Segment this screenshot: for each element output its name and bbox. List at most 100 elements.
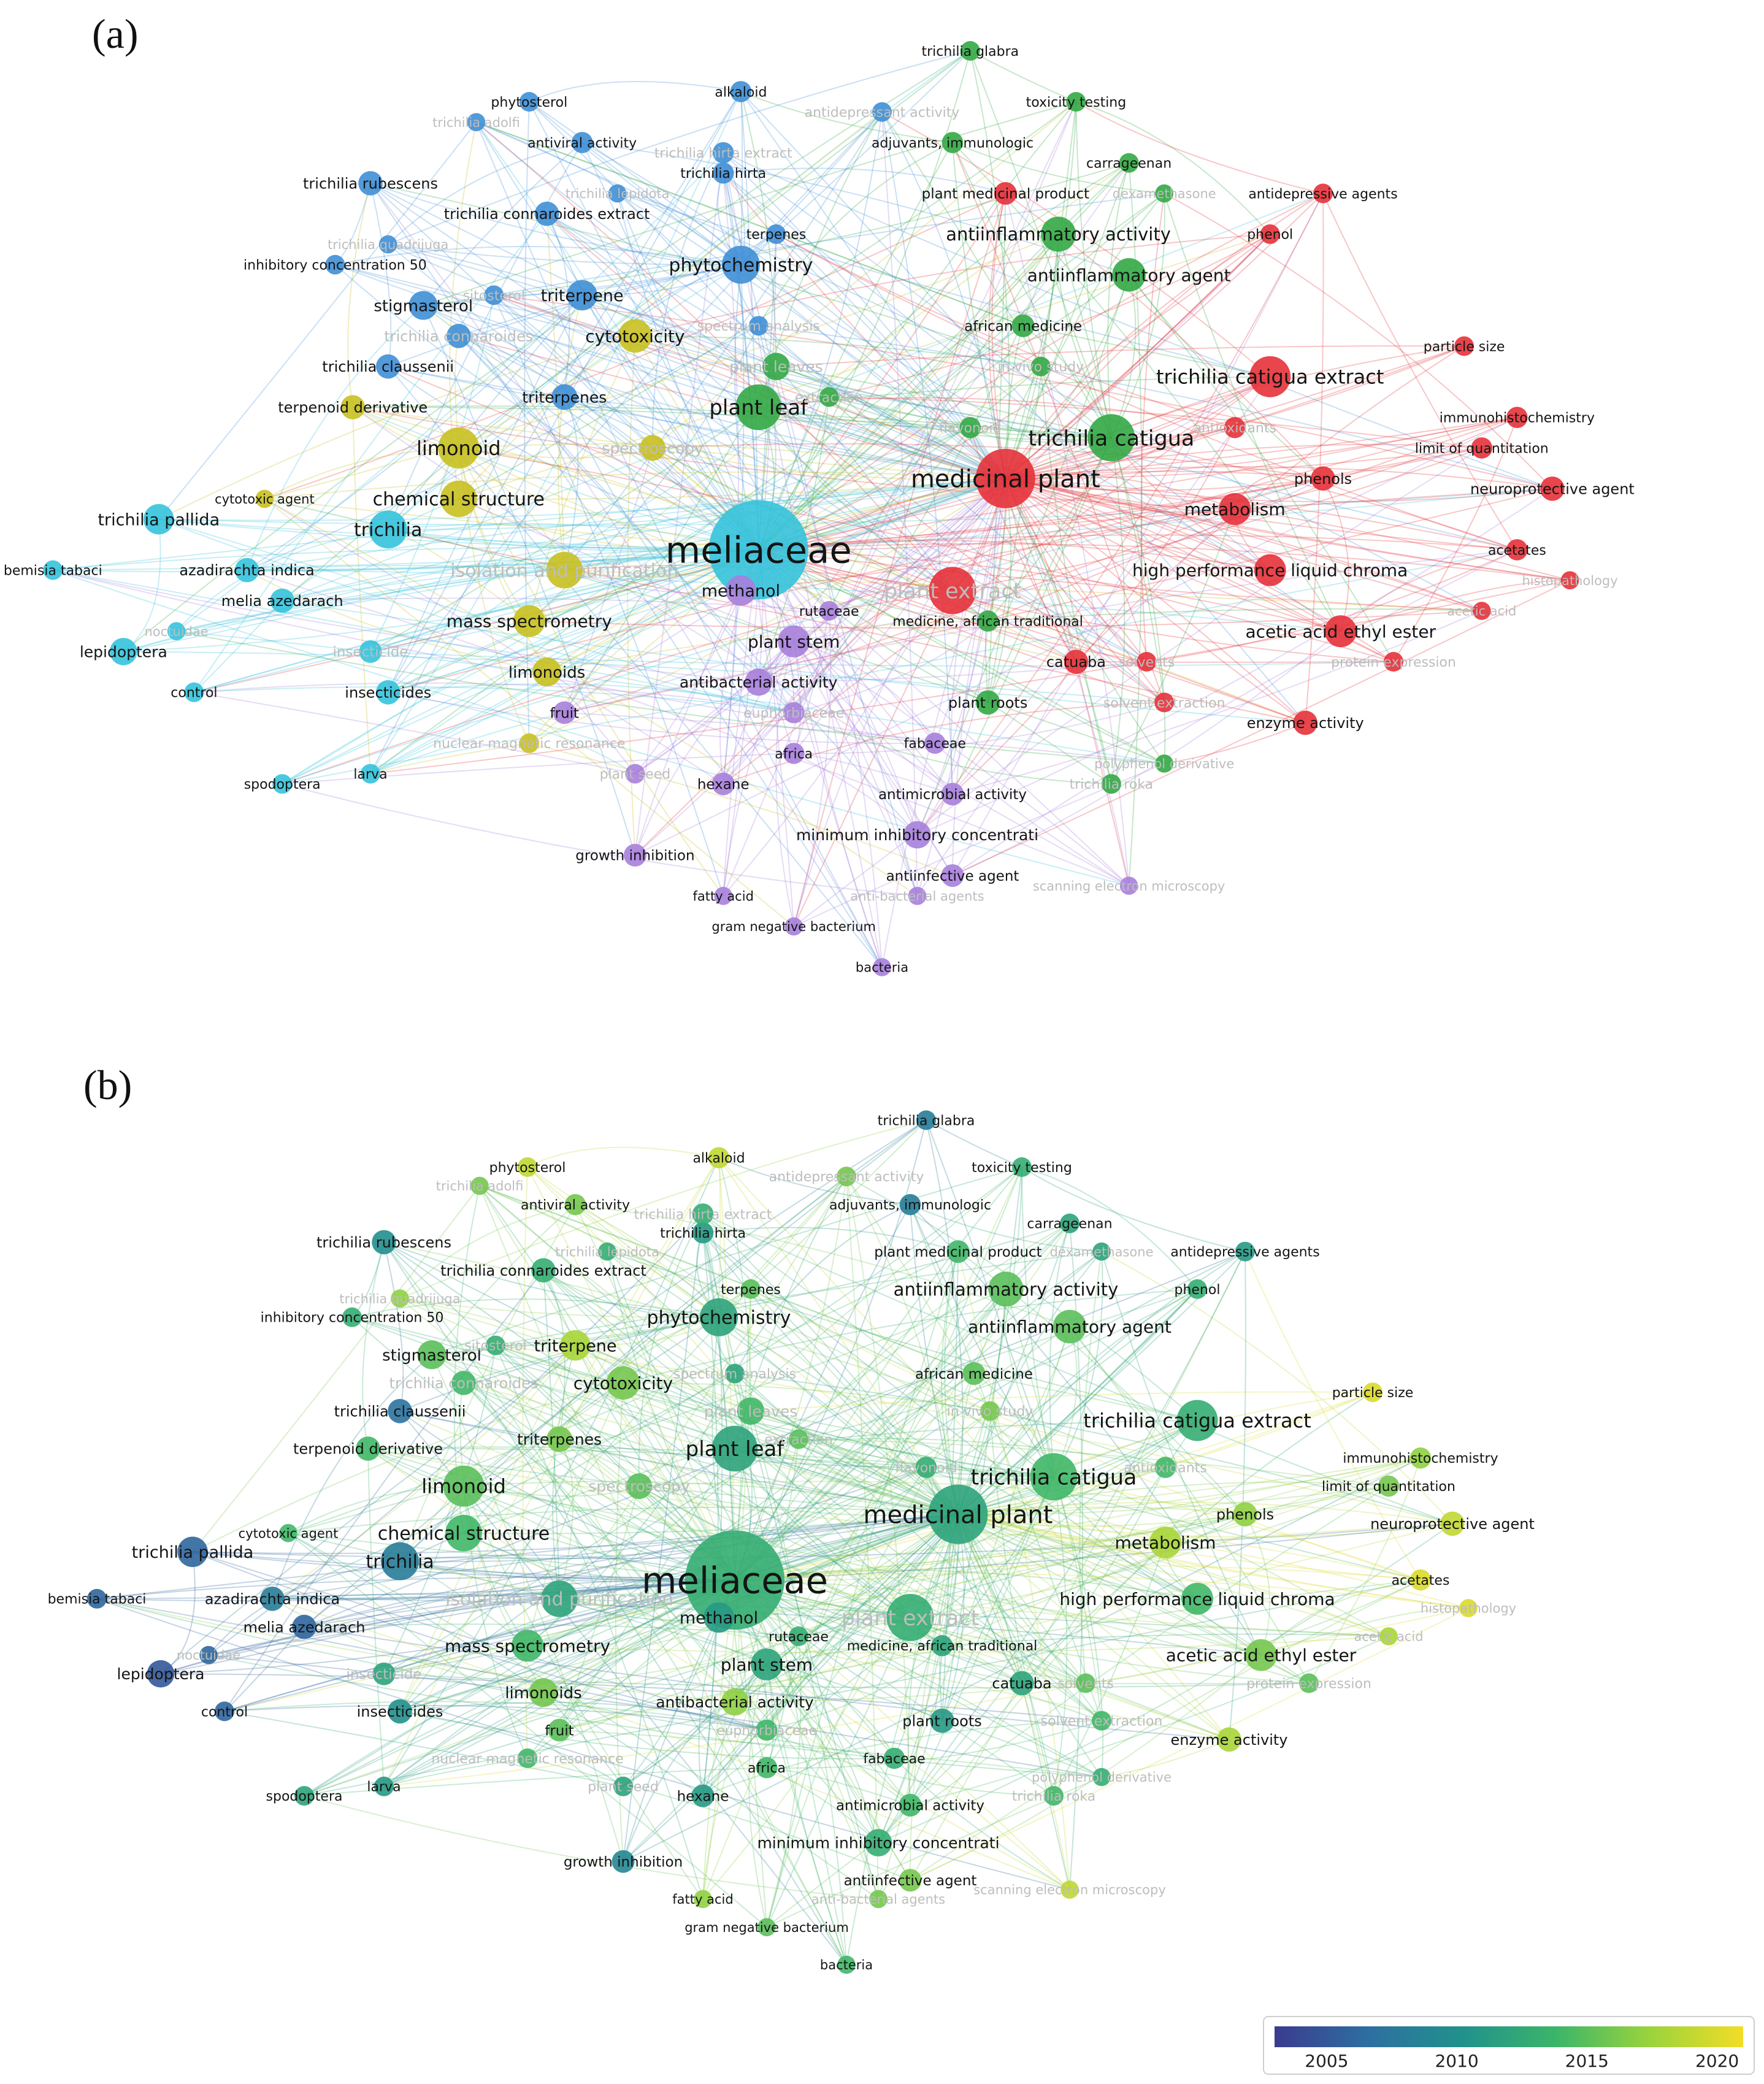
term-label: trichilia catigua extract bbox=[1156, 366, 1384, 389]
term-label: particle size bbox=[1332, 1385, 1414, 1401]
node-limonoid bbox=[443, 1465, 485, 1507]
node-spectroscopy bbox=[640, 435, 666, 461]
link bbox=[431, 1354, 1086, 1684]
link bbox=[463, 1514, 959, 1534]
term-label: hexane bbox=[677, 1788, 729, 1804]
link bbox=[793, 234, 1059, 713]
link bbox=[941, 1514, 965, 1722]
term-label: solvent extraction bbox=[1103, 695, 1225, 711]
link bbox=[757, 50, 971, 550]
node-antiviral-activity bbox=[571, 132, 593, 153]
node-plant-medicinal-product bbox=[994, 182, 1017, 205]
link bbox=[399, 1514, 959, 1563]
link bbox=[757, 193, 1007, 551]
link bbox=[952, 142, 1165, 194]
link bbox=[272, 1373, 735, 1599]
link bbox=[934, 478, 1007, 744]
link bbox=[1005, 233, 1271, 479]
node-acetates bbox=[1409, 1569, 1432, 1591]
link bbox=[192, 1551, 735, 1581]
link bbox=[776, 345, 1465, 367]
link bbox=[399, 1289, 751, 1712]
link bbox=[335, 264, 1517, 551]
link bbox=[367, 1448, 1166, 1543]
link bbox=[798, 1438, 1054, 1481]
node-trichilia-catigua bbox=[1030, 1453, 1078, 1501]
link bbox=[758, 549, 1394, 662]
node-minimum-inhibitory-concentrati bbox=[864, 1829, 892, 1856]
link bbox=[910, 1204, 1262, 1656]
node-histopathology bbox=[1459, 1599, 1478, 1617]
link bbox=[987, 437, 1112, 703]
node-nuclear-magnetic-resonance bbox=[518, 1748, 537, 1768]
link bbox=[564, 488, 1553, 713]
link bbox=[652, 447, 1006, 480]
link bbox=[775, 50, 971, 235]
link bbox=[758, 345, 1465, 551]
node-metabolism bbox=[1149, 1527, 1181, 1558]
node-solvents bbox=[1137, 652, 1157, 672]
link bbox=[957, 1514, 1086, 1684]
link bbox=[1005, 478, 1517, 551]
link bbox=[543, 1270, 1102, 1722]
term-label: bacteria bbox=[856, 960, 908, 975]
link bbox=[272, 1579, 735, 1599]
link bbox=[734, 1579, 1086, 1684]
link bbox=[370, 549, 759, 775]
link bbox=[1021, 1392, 1373, 1684]
link bbox=[957, 1251, 1246, 1515]
node-growth-inhibition bbox=[623, 843, 646, 867]
link bbox=[798, 1485, 1389, 1637]
link bbox=[634, 234, 1271, 775]
link bbox=[776, 366, 1006, 480]
link bbox=[493, 295, 724, 897]
link bbox=[616, 193, 1148, 662]
link bbox=[479, 1185, 975, 1374]
link bbox=[766, 1767, 911, 1806]
link bbox=[282, 478, 1006, 785]
link bbox=[957, 1223, 1070, 1515]
panel-a-links bbox=[52, 50, 1571, 968]
link bbox=[793, 193, 1007, 927]
node-antiviral-activity bbox=[564, 1193, 586, 1216]
node-acetic-acid bbox=[1379, 1627, 1398, 1645]
link bbox=[748, 1664, 767, 1928]
link bbox=[431, 1354, 735, 1580]
link bbox=[288, 1506, 959, 1534]
link bbox=[370, 183, 883, 968]
link bbox=[638, 1167, 1022, 1487]
node-antidepressant-activity bbox=[872, 102, 892, 122]
term-label: antiinflammatory activity bbox=[946, 224, 1171, 245]
term-label: melia azedarach bbox=[244, 1619, 366, 1636]
link bbox=[793, 640, 1130, 886]
term-label: trichilia hirta bbox=[660, 1226, 746, 1241]
node-antidepressive-agents bbox=[1313, 183, 1333, 204]
term-label: anti-bacterial agents bbox=[850, 889, 984, 903]
link bbox=[1005, 193, 1324, 479]
link bbox=[335, 264, 1006, 480]
node-carrageenan bbox=[1060, 1213, 1079, 1233]
term-label: spectrum analysis bbox=[697, 319, 820, 334]
node-melia-azedarach bbox=[292, 1614, 316, 1639]
node-dexamethasone bbox=[1155, 184, 1173, 203]
term-label: carrageenan bbox=[1086, 156, 1172, 172]
link bbox=[750, 1289, 1421, 1581]
link bbox=[775, 233, 1517, 551]
link bbox=[475, 121, 1006, 480]
link bbox=[304, 1579, 735, 1796]
link bbox=[564, 640, 794, 713]
node-trichilia-claussenii bbox=[375, 354, 401, 379]
link bbox=[399, 1411, 735, 1581]
link bbox=[158, 121, 477, 520]
link bbox=[758, 549, 1130, 886]
node-meliaceae bbox=[708, 500, 808, 600]
link bbox=[941, 1633, 1389, 1647]
link bbox=[564, 712, 1165, 764]
link bbox=[829, 396, 1482, 449]
link bbox=[758, 193, 1165, 551]
link bbox=[718, 1317, 959, 1515]
link bbox=[370, 182, 741, 266]
link bbox=[881, 112, 918, 896]
link bbox=[383, 1241, 959, 1515]
link bbox=[638, 1214, 704, 1487]
